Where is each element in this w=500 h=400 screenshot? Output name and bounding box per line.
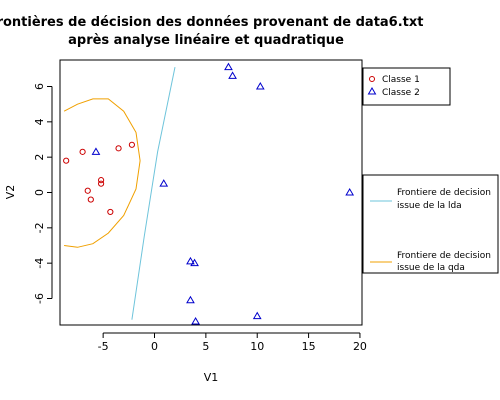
legend-label-classe1: Classe 1: [382, 75, 420, 85]
point-classe1: [129, 142, 134, 147]
point-classe1: [64, 158, 69, 163]
x-tick-label: 20: [353, 340, 367, 353]
y-tick-label: 6: [33, 83, 46, 90]
point-classe2: [346, 189, 353, 195]
point-classe2: [225, 64, 232, 70]
y-tick-label: -6: [33, 293, 46, 304]
y-tick-label: 2: [33, 154, 46, 161]
legend-label-lda-line2: issue de la lda: [397, 201, 462, 211]
point-classe1: [80, 149, 85, 154]
x-tick-label: -5: [98, 340, 109, 353]
y-tick-label: -4: [33, 258, 46, 269]
chart-title-line2: après analyse linéaire et quadratique: [68, 33, 344, 48]
legend-points-box: [363, 68, 450, 105]
x-axis-label: V1: [204, 371, 219, 384]
chart-title-line1: Frontières de décision des données prove…: [0, 15, 423, 30]
point-classe1: [98, 178, 103, 183]
point-classe2: [192, 318, 199, 324]
x-tick-label: 10: [250, 340, 264, 353]
point-classe1: [85, 188, 90, 193]
x-tick-label: 5: [202, 340, 209, 353]
point-classe2: [160, 180, 167, 186]
y-tick-label: -2: [33, 222, 46, 233]
y-tick-label: 4: [33, 118, 46, 125]
point-classe1: [116, 146, 121, 151]
qda-boundary-curve: [64, 99, 140, 247]
point-classe2: [229, 72, 236, 78]
legend-label-qda-line2: issue de la qda: [397, 263, 465, 273]
y-axis-label: V2: [4, 185, 17, 200]
legend-label-lda-line1: Frontiere de decision: [397, 188, 491, 198]
x-tick-label: 0: [151, 340, 158, 353]
point-classe2: [92, 148, 99, 154]
point-classe1: [108, 209, 113, 214]
y-tick-label: 0: [33, 189, 46, 196]
plot-area: [64, 64, 354, 324]
plot-frame: [60, 60, 362, 325]
point-classe2: [257, 83, 264, 89]
y-axis: -6 -4 -2 0 2 4 6: [33, 83, 52, 304]
point-classe1: [88, 197, 93, 202]
x-axis: -5 0 5 10 15 20: [98, 333, 367, 353]
legend-label-qda-line1: Frontiere de decision: [397, 251, 491, 261]
point-classe2: [187, 297, 194, 303]
lda-boundary-line: [132, 67, 175, 320]
point-classe2: [254, 313, 261, 319]
x-tick-label: 15: [302, 340, 316, 353]
legend-label-classe2: Classe 2: [382, 88, 420, 98]
